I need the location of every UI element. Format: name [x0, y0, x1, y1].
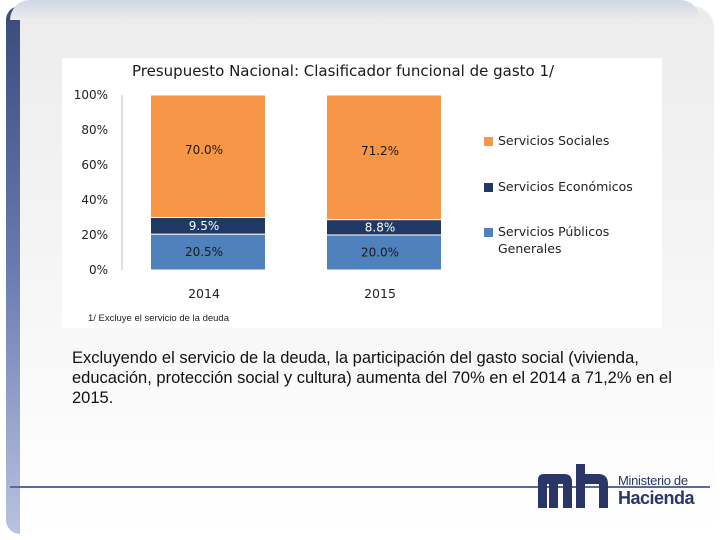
- y-tick-label: 40%: [81, 193, 108, 207]
- bottom-divider: [10, 486, 710, 488]
- y-tick-label: 0%: [89, 263, 108, 277]
- mh-logo-icon: [538, 464, 608, 508]
- y-tick-label: 100%: [74, 88, 108, 102]
- x-tick-label: 2015: [364, 286, 396, 301]
- ministerio-hacienda-logo: Ministerio de Hacienda: [536, 458, 696, 518]
- slide-top-bar: [10, 0, 700, 20]
- bar-servicios-sociales-2014: [150, 94, 266, 218]
- bar-value-label: 20.5%: [185, 245, 223, 259]
- bar-value-label: 70.0%: [185, 143, 223, 157]
- legend-swatch-sociales: [484, 137, 493, 146]
- y-tick-label: 60%: [81, 158, 108, 172]
- x-tick-label: 2014: [188, 286, 220, 301]
- logo-text-hacienda: Hacienda: [618, 488, 695, 508]
- chart-title: Presupuesto Nacional: Clasificador funci…: [132, 62, 555, 80]
- bar-value-label: 71.2%: [361, 144, 399, 158]
- bar-value-label: 8.8%: [365, 220, 396, 234]
- y-tick-label: 20%: [81, 228, 108, 242]
- legend-label: Servicios Económicos: [498, 179, 633, 194]
- legend-swatch-publicos: [484, 228, 493, 237]
- bar-servicios-publicos-generales-2014: [150, 233, 266, 271]
- bar-value-label: 20.0%: [361, 246, 399, 260]
- summary-text: Excluyendo el servicio de la deuda, la p…: [72, 349, 672, 407]
- y-tick-label: 80%: [81, 123, 108, 137]
- chart-footnote: 1/ Excluye el servicio de la deuda: [88, 313, 229, 324]
- bar-servicios-sociales-2015: [326, 94, 442, 221]
- legend-label: Servicios Públicos Generales: [498, 224, 610, 256]
- legend-label: Servicios Sociales: [498, 133, 610, 148]
- bar-value-label: 9.5%: [189, 219, 220, 233]
- logo-text-ministerio: Ministerio de: [618, 473, 688, 488]
- bar-servicios-publicos-generales-2015: [326, 234, 442, 271]
- legend-swatch-economicos: [484, 183, 493, 192]
